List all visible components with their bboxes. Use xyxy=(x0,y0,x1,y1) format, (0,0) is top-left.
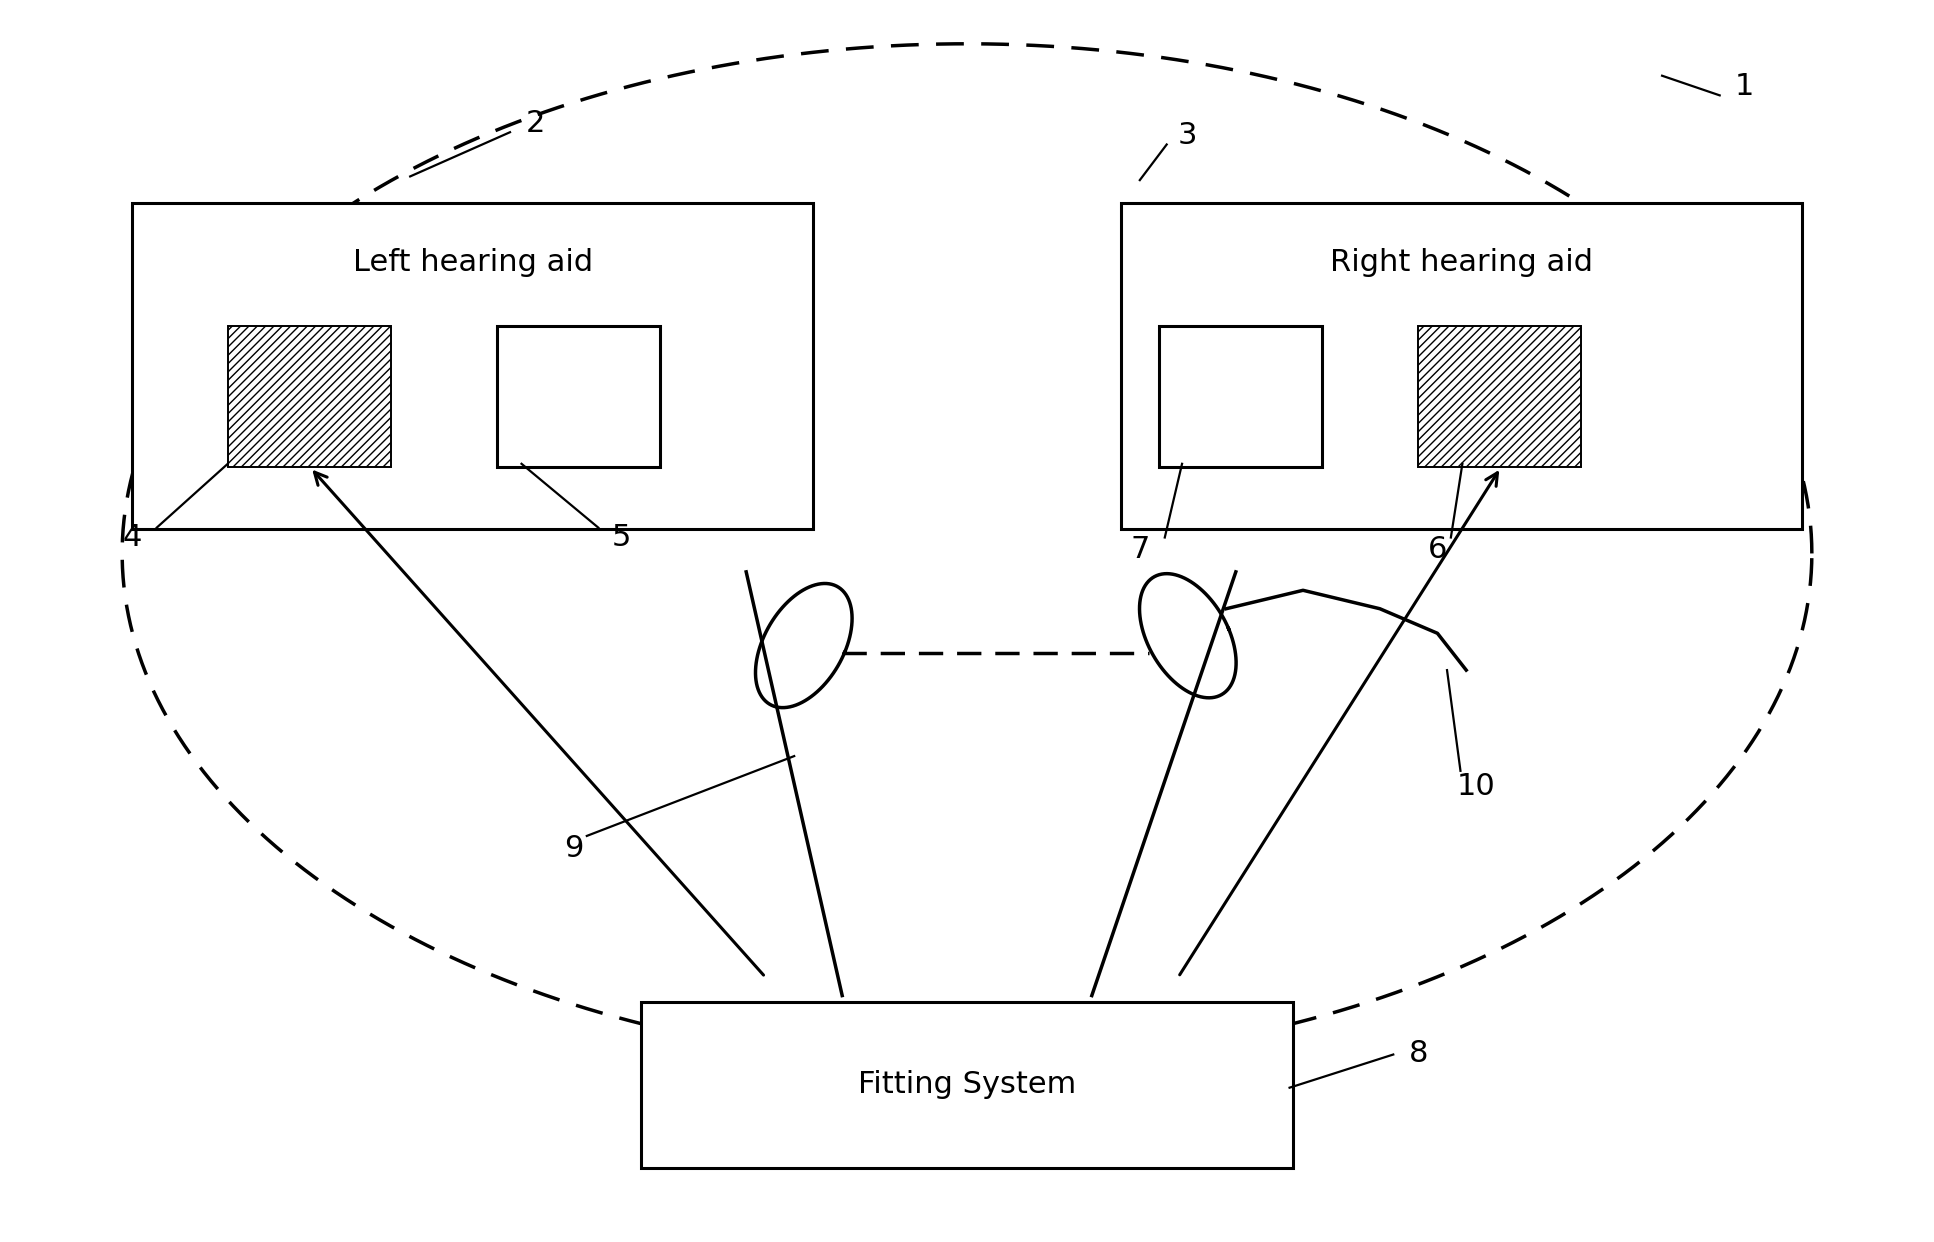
Text: 4: 4 xyxy=(122,523,141,551)
Text: 2: 2 xyxy=(526,109,545,138)
Text: 6: 6 xyxy=(1427,535,1447,564)
Text: 7: 7 xyxy=(1129,535,1149,564)
Text: Right hearing aid: Right hearing aid xyxy=(1331,247,1594,277)
Text: 1: 1 xyxy=(1735,72,1754,102)
Bar xyxy=(640,1002,1294,1167)
Text: 5: 5 xyxy=(611,523,630,551)
Text: 8: 8 xyxy=(1408,1038,1427,1068)
Text: 9: 9 xyxy=(563,833,582,863)
Text: Fitting System: Fitting System xyxy=(859,1071,1075,1099)
Bar xyxy=(132,204,814,529)
Bar xyxy=(497,327,659,467)
Text: Left hearing aid: Left hearing aid xyxy=(352,247,592,277)
Bar xyxy=(1120,204,1802,529)
Bar xyxy=(1158,327,1323,467)
Text: 10: 10 xyxy=(1456,773,1495,801)
Bar xyxy=(228,327,391,467)
Bar xyxy=(1418,327,1582,467)
Text: 3: 3 xyxy=(1178,122,1197,150)
